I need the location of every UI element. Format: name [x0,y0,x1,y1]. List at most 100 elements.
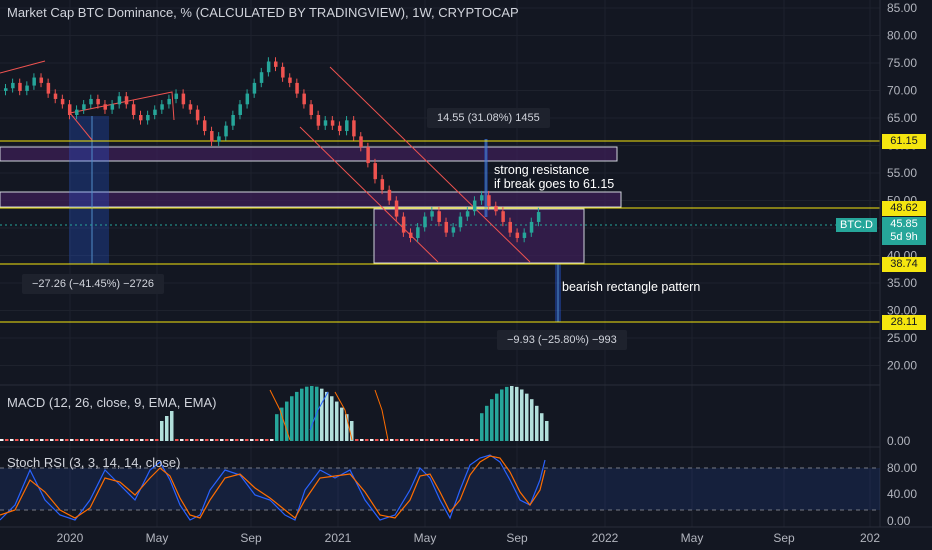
symbol-label[interactable]: BTC.D [836,218,877,232]
macd-bar [475,439,479,441]
macd-bar [310,386,314,441]
macd-bar [480,413,484,441]
macd-bar [155,439,159,441]
candle-body [160,104,164,110]
resistance-note-line2[interactable]: if break goes to 61.15 [494,177,615,191]
macd-bar [325,391,329,441]
macd-bar [425,439,429,441]
stoch-axis-40: 40.00 [887,487,918,501]
candle-body [82,104,86,110]
trend-line-top-left[interactable] [0,60,46,74]
macd-bar [195,439,199,441]
macd-bar [210,439,214,441]
macd-bar [35,439,39,441]
macd-bar [95,439,99,441]
time-axis-label: 2022 [592,531,619,545]
current-price-badge[interactable]: 45.85 5d 9h [882,217,926,245]
macd-bar [285,401,289,441]
macd-bar [225,439,229,441]
macd-signal-line-right [374,389,389,441]
candle-body [423,216,427,228]
macd-bar [80,439,84,441]
macd-bar [495,393,499,441]
price-tick-label: 55.00 [887,166,917,180]
macd-bar [255,439,259,441]
macd-bar [525,393,529,441]
stoch-rsi-indicator-label[interactable]: Stoch RSI (3, 3, 14, 14, close) [7,455,181,470]
macd-bar [260,439,264,441]
candle-body [96,98,100,105]
chart-title: Market Cap BTC Dominance, % (CALCULATED … [7,5,519,20]
macd-bar [125,439,129,441]
candle-body [18,82,22,91]
descending-channel-lower[interactable] [299,126,439,263]
bearish-rectangle-box[interactable] [373,208,585,264]
macd-bar [540,413,544,441]
macd-axis-zero: 0.00 [887,434,911,448]
candle-body [67,104,72,115]
macd-bar [365,439,369,441]
macd-bar [405,439,409,441]
candle-body [487,195,491,206]
price-badge-48[interactable]: 48.62 [882,201,926,216]
macd-bar [530,399,534,441]
measure-box-left[interactable] [69,116,109,264]
candle-body [522,232,527,238]
macd-bar [130,439,134,441]
price-badge-28[interactable]: 28.11 [882,315,926,330]
macd-histogram[interactable] [0,386,549,441]
price-tick-label: 80.00 [887,29,917,43]
macd-bar [200,439,204,441]
candle-body [501,211,505,222]
macd-signal-line-mid [334,391,353,441]
rising-wedge-lower[interactable] [69,112,93,141]
macd-bar [300,388,304,441]
candle-body [437,211,441,222]
candle-body [231,114,235,126]
macd-bar [535,405,539,441]
price-tick-label: 20.00 [887,359,917,373]
candle-body [39,77,44,83]
macd-bar [355,439,359,441]
price-tick-label: 75.00 [887,56,917,70]
resistance-note-line1[interactable]: strong resistance [494,163,590,177]
price-tick-label: 35.00 [887,276,917,290]
macd-bar [460,439,464,441]
macd-bar [375,439,379,441]
candle-body [359,136,363,148]
measure-label-down[interactable]: −9.93 (−25.80%) −993 [497,330,627,350]
measure-label-up[interactable]: 14.55 (31.08%) 1455 [427,108,550,128]
macd-line-mid [309,391,329,431]
price-badge-38[interactable]: 38.74 [882,257,926,272]
stoch-rsi-d-line [0,455,546,519]
time-axis-label: May [681,531,704,545]
time-axis-label: 2020 [57,531,84,545]
macd-bar [220,439,224,441]
macd-bar [20,439,24,441]
descending-channel-upper[interactable] [329,66,531,263]
candle-body [536,212,541,222]
macd-bar [150,439,154,441]
macd-bar [465,439,469,441]
price-badge-61[interactable]: 61.15 [882,134,926,149]
macd-bar [190,439,194,441]
measure-label-left[interactable]: −27.26 (−41.45%) −2726 [22,274,165,294]
macd-bar [400,439,404,441]
candle-body [181,93,186,105]
time-axis[interactable]: 2020 May Sep 2021 May Sep 2022 May Sep 202 [57,531,881,545]
candlestick-series[interactable] [4,57,541,243]
candle-body [302,93,306,105]
pattern-note[interactable]: bearish rectangle pattern [562,280,701,294]
macd-bar [15,439,19,441]
macd-indicator-label[interactable]: MACD (12, 26, close, 9, EMA, EMA) [7,395,217,410]
macd-bar [520,389,524,441]
time-axis-label: Sep [240,531,262,545]
candle-body [110,104,115,110]
resistance-zone-lower[interactable] [0,191,622,208]
resistance-zone-upper[interactable] [0,146,618,162]
candle-body [444,221,449,233]
candle-body [274,61,278,67]
macd-bar [110,439,114,441]
